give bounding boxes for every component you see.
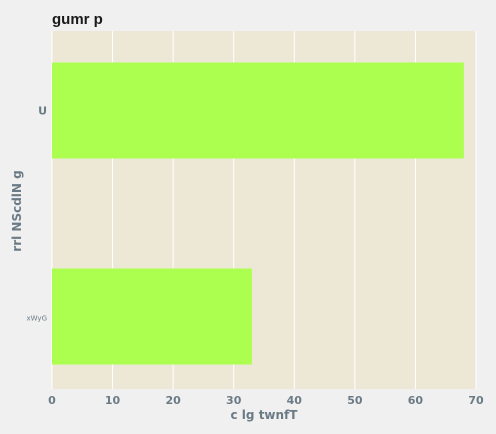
x-tick-label: 40 (287, 394, 303, 407)
x-tick-label: 20 (165, 394, 181, 407)
bars (52, 62, 464, 365)
x-tick-label: 30 (226, 394, 242, 407)
x-tick-label: 70 (468, 394, 484, 407)
y-tick-label: xWyG (26, 315, 47, 323)
x-axis-label: c lg twnfT (231, 408, 299, 422)
x-tick-labels: 0 10 20 30 40 50 60 70 (48, 394, 484, 407)
bar (52, 268, 252, 365)
x-tick-label: 10 (105, 394, 121, 407)
x-tick-label: 0 (48, 394, 56, 407)
chart-title: gumr p (52, 11, 103, 28)
y-axis-label: rrl NScdlN g (10, 170, 24, 251)
bar (52, 62, 464, 159)
x-tick-label: 50 (347, 394, 363, 407)
y-tick-label: U (38, 105, 47, 118)
x-tick-label: 60 (408, 394, 424, 407)
